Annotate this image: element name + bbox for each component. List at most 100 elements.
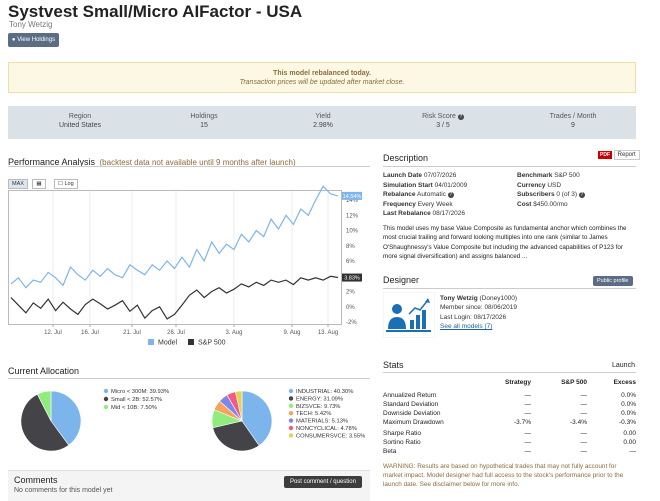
warning-text: WARNING: Results are based on hypothetic… (383, 463, 624, 489)
y-tick-label: 8% (346, 244, 355, 250)
pie-slice[interactable] (20, 393, 70, 452)
author-name[interactable]: Tony Wetzig (9, 20, 53, 29)
launch-label: Launch (612, 362, 635, 369)
legend-dot (288, 411, 294, 416)
pie-slice[interactable] (36, 390, 52, 422)
log-scale-toggle[interactable]: ☐ Log (54, 179, 78, 189)
table-cell: 0.0% (621, 401, 636, 408)
pie-slice[interactable] (212, 420, 260, 452)
allocation-charts: Micro < 300M: 39.93% Small < 2B: 52.57% Mi… (20, 388, 365, 452)
y-tick-label: 12% (346, 213, 359, 219)
question-icon[interactable]: ? (578, 192, 585, 199)
table-cell: — (524, 439, 532, 446)
divider (8, 166, 370, 167)
table-view-button[interactable]: ▦ (32, 179, 46, 189)
designer-title: Designer (383, 275, 420, 285)
legend-label-sp500[interactable]: S&P 500 (198, 340, 226, 347)
legend-swatch-model (148, 339, 154, 345)
fact-rebalance: Rebalance Automatic ? (383, 191, 454, 199)
see-all-models-link[interactable]: See all models (7) (440, 322, 493, 330)
x-tick-label: 9. Aug (283, 330, 300, 336)
row-label: Sharpe Ratio (383, 430, 421, 437)
legend-label: BIZSVCE: 9.73% (296, 404, 340, 410)
description-text: This model uses my base Value Composite … (383, 225, 627, 260)
page-title: Systvest Small/Micro AIFactor - USA (8, 2, 303, 21)
stat-value: 9 (571, 122, 575, 129)
legend-dot (103, 396, 109, 402)
report-button[interactable]: PDF Report (598, 150, 640, 160)
table-row: Sortino Ratio — — 0.00 (383, 438, 636, 447)
last-login: 08/17/2026 (473, 313, 507, 321)
legend-label: Mid < 10B: 7.50% (111, 405, 157, 411)
legend-dot (288, 403, 294, 408)
table-row: Annualized Return — — 0.0% (383, 391, 636, 400)
series-line-model (10, 185, 339, 289)
x-tick-label: 26. Jul (167, 330, 185, 336)
pie-slice[interactable] (241, 390, 273, 447)
designer-info: Tony Wetzig (Doney1000) Member since: 08… (440, 295, 518, 330)
designer-avatar-icon (383, 292, 435, 338)
fact-benchmark: Benchmark S&P 500 (517, 172, 580, 179)
view-holdings-button[interactable]: ● View Holdings (8, 33, 59, 47)
allocation-title: Current Allocation (8, 366, 80, 376)
series-end-label-bg (342, 273, 362, 282)
legend-dot (288, 396, 294, 401)
divider (383, 288, 636, 289)
view-holdings-label: View Holdings (17, 37, 56, 43)
y-tick-label: 14% (346, 198, 359, 204)
stats-title: Stats (383, 360, 404, 370)
legend-label: CONSUMERSVCE: 3.55% (296, 433, 365, 439)
table-cell: 0.00 (623, 439, 636, 446)
pdf-icon: PDF (598, 151, 612, 159)
table-cell: — (629, 448, 637, 455)
fact-frequency: Frequency Every Week (383, 200, 453, 208)
table-cell: -3.4% (570, 419, 587, 426)
y-tick-label: 10% (346, 229, 359, 235)
public-profile-button[interactable]: Public profile (593, 276, 633, 286)
divider (8, 378, 370, 379)
series-end-label-bg (342, 191, 362, 200)
y-tick-label: 6% (346, 259, 355, 265)
comments-empty: No comments for this model yet (14, 487, 113, 494)
table-cell: 0.0% (621, 410, 636, 417)
table-row: Standard Deviation — — 0.0% (383, 400, 636, 409)
performance-note: (backtest data not available until 9 mon… (99, 158, 296, 167)
table-cell: — (580, 392, 588, 399)
comments-panel: Comments No comments for this model yet … (8, 470, 370, 501)
legend-dot (288, 425, 294, 431)
series-end-label: 3.83% (344, 276, 360, 282)
table-row: Sharpe Ratio — — 0.00 (383, 429, 636, 438)
table-cell: — (580, 410, 588, 417)
question-icon[interactable]: ? (447, 192, 454, 199)
stat-value: 2.98% (313, 122, 333, 129)
pie-slice[interactable] (50, 390, 82, 446)
table-cell: — (524, 392, 532, 399)
series-end-label: 14.54% (343, 194, 362, 200)
stat-label: Yield (315, 113, 331, 120)
table-cell: — (524, 410, 532, 417)
legend-label-model[interactable]: Model (158, 340, 178, 347)
row-label: Standard Deviation (383, 401, 439, 408)
fact-subscribers: Subscribers 0 (of 3) ? (517, 191, 585, 199)
table-row: Beta — — — (383, 447, 636, 456)
stat-yield: Yield 2.98% (263, 113, 383, 129)
performance-header: Performance Analysis (backtest data not … (8, 152, 370, 170)
y-tick-label: 2% (346, 290, 355, 296)
row-label: Sortino Ratio (383, 439, 421, 446)
fact-simulation-start: Simulation Start 04/01/2009 (383, 181, 468, 189)
table-row: Downside Deviation — — 0.0% (383, 409, 636, 418)
table-cell: — (580, 448, 588, 455)
post-comment-button[interactable]: Post comment / question (283, 476, 362, 488)
table-cell: — (524, 401, 532, 408)
stat-label: Holdings (190, 113, 218, 120)
table-cell: — (580, 401, 588, 408)
x-tick-label: 12. Jul (44, 330, 62, 336)
question-icon[interactable]: ? (457, 114, 464, 120)
stat-value: United States (58, 122, 102, 129)
stat-value: 15 (200, 122, 208, 129)
y-tick-label: 0% (346, 305, 355, 311)
y-tick-label: -2% (346, 320, 357, 326)
pie-slice[interactable] (235, 390, 243, 422)
max-range-button[interactable]: MAX (8, 179, 28, 189)
